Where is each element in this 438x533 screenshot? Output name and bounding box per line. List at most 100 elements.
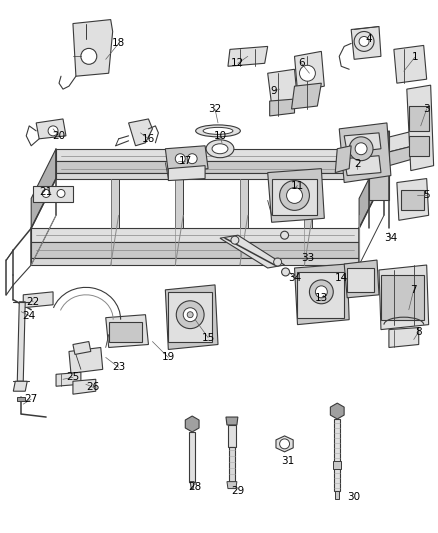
Polygon shape: [56, 149, 384, 160]
Polygon shape: [175, 179, 183, 228]
Text: 2: 2: [354, 159, 360, 168]
Text: 34: 34: [288, 273, 301, 283]
Text: 18: 18: [112, 38, 125, 49]
Circle shape: [231, 236, 239, 244]
Ellipse shape: [203, 127, 233, 134]
Polygon shape: [294, 51, 324, 91]
Polygon shape: [23, 292, 53, 308]
Polygon shape: [297, 272, 344, 318]
Polygon shape: [56, 373, 81, 386]
Polygon shape: [111, 179, 119, 228]
Circle shape: [57, 190, 65, 197]
Circle shape: [48, 126, 58, 136]
Polygon shape: [304, 179, 312, 228]
Polygon shape: [401, 190, 424, 211]
Ellipse shape: [212, 144, 228, 154]
Circle shape: [81, 49, 97, 64]
Polygon shape: [354, 131, 414, 160]
Circle shape: [354, 31, 374, 51]
Circle shape: [281, 231, 289, 239]
Polygon shape: [344, 260, 379, 298]
Polygon shape: [351, 27, 381, 59]
Polygon shape: [333, 461, 341, 469]
Polygon shape: [73, 379, 96, 394]
Text: 13: 13: [315, 293, 328, 303]
Polygon shape: [36, 119, 66, 139]
Polygon shape: [339, 123, 391, 182]
Text: 25: 25: [66, 372, 80, 382]
Polygon shape: [73, 342, 91, 354]
Text: 17: 17: [179, 156, 192, 166]
Circle shape: [274, 258, 282, 266]
Polygon shape: [294, 264, 349, 325]
Circle shape: [282, 268, 290, 276]
Text: 28: 28: [188, 482, 202, 491]
Text: 12: 12: [231, 58, 244, 68]
Polygon shape: [229, 447, 235, 482]
Circle shape: [315, 286, 327, 298]
Text: 34: 34: [384, 233, 398, 243]
Polygon shape: [335, 490, 339, 498]
Text: 16: 16: [142, 134, 155, 144]
Text: 32: 32: [208, 104, 222, 114]
Polygon shape: [31, 258, 359, 265]
Text: 31: 31: [281, 456, 294, 466]
Text: 4: 4: [366, 35, 372, 44]
Polygon shape: [344, 156, 381, 175]
Polygon shape: [272, 179, 318, 215]
Text: 8: 8: [415, 327, 422, 336]
Text: 3: 3: [424, 104, 430, 114]
Polygon shape: [165, 285, 218, 350]
Circle shape: [183, 308, 197, 321]
Text: 10: 10: [213, 131, 226, 141]
Ellipse shape: [206, 140, 234, 158]
Polygon shape: [226, 417, 238, 425]
Polygon shape: [335, 146, 351, 173]
Text: 20: 20: [53, 131, 66, 141]
Polygon shape: [330, 403, 344, 419]
Text: 14: 14: [335, 273, 348, 283]
Polygon shape: [56, 160, 384, 173]
Polygon shape: [190, 482, 194, 489]
Polygon shape: [409, 106, 429, 131]
Text: 21: 21: [39, 188, 53, 197]
Text: 6: 6: [298, 58, 305, 68]
Polygon shape: [13, 381, 27, 391]
Polygon shape: [344, 133, 381, 153]
Polygon shape: [276, 436, 293, 452]
Text: 22: 22: [27, 297, 40, 307]
Polygon shape: [268, 69, 297, 105]
Polygon shape: [334, 419, 340, 490]
Polygon shape: [359, 149, 384, 228]
Polygon shape: [228, 425, 236, 447]
Polygon shape: [168, 292, 212, 342]
Polygon shape: [379, 265, 429, 329]
Text: 5: 5: [424, 190, 430, 200]
Circle shape: [309, 280, 333, 304]
Polygon shape: [185, 416, 199, 432]
Text: 27: 27: [25, 394, 38, 404]
Text: 11: 11: [291, 181, 304, 190]
Polygon shape: [106, 314, 148, 348]
Text: 9: 9: [270, 86, 277, 96]
Text: 30: 30: [348, 491, 361, 502]
Polygon shape: [109, 321, 142, 342]
Circle shape: [279, 439, 290, 449]
Text: 15: 15: [201, 333, 215, 343]
Polygon shape: [189, 432, 195, 482]
Polygon shape: [69, 348, 103, 373]
Polygon shape: [347, 268, 374, 292]
Polygon shape: [397, 179, 429, 220]
Polygon shape: [17, 397, 25, 401]
Polygon shape: [369, 131, 389, 200]
Text: 1: 1: [411, 52, 418, 62]
Polygon shape: [389, 328, 419, 348]
Circle shape: [359, 36, 369, 46]
Ellipse shape: [196, 125, 240, 137]
Circle shape: [176, 301, 204, 329]
Polygon shape: [31, 242, 359, 258]
Polygon shape: [17, 302, 25, 381]
Polygon shape: [354, 146, 414, 175]
Polygon shape: [292, 83, 321, 109]
Circle shape: [355, 143, 367, 155]
